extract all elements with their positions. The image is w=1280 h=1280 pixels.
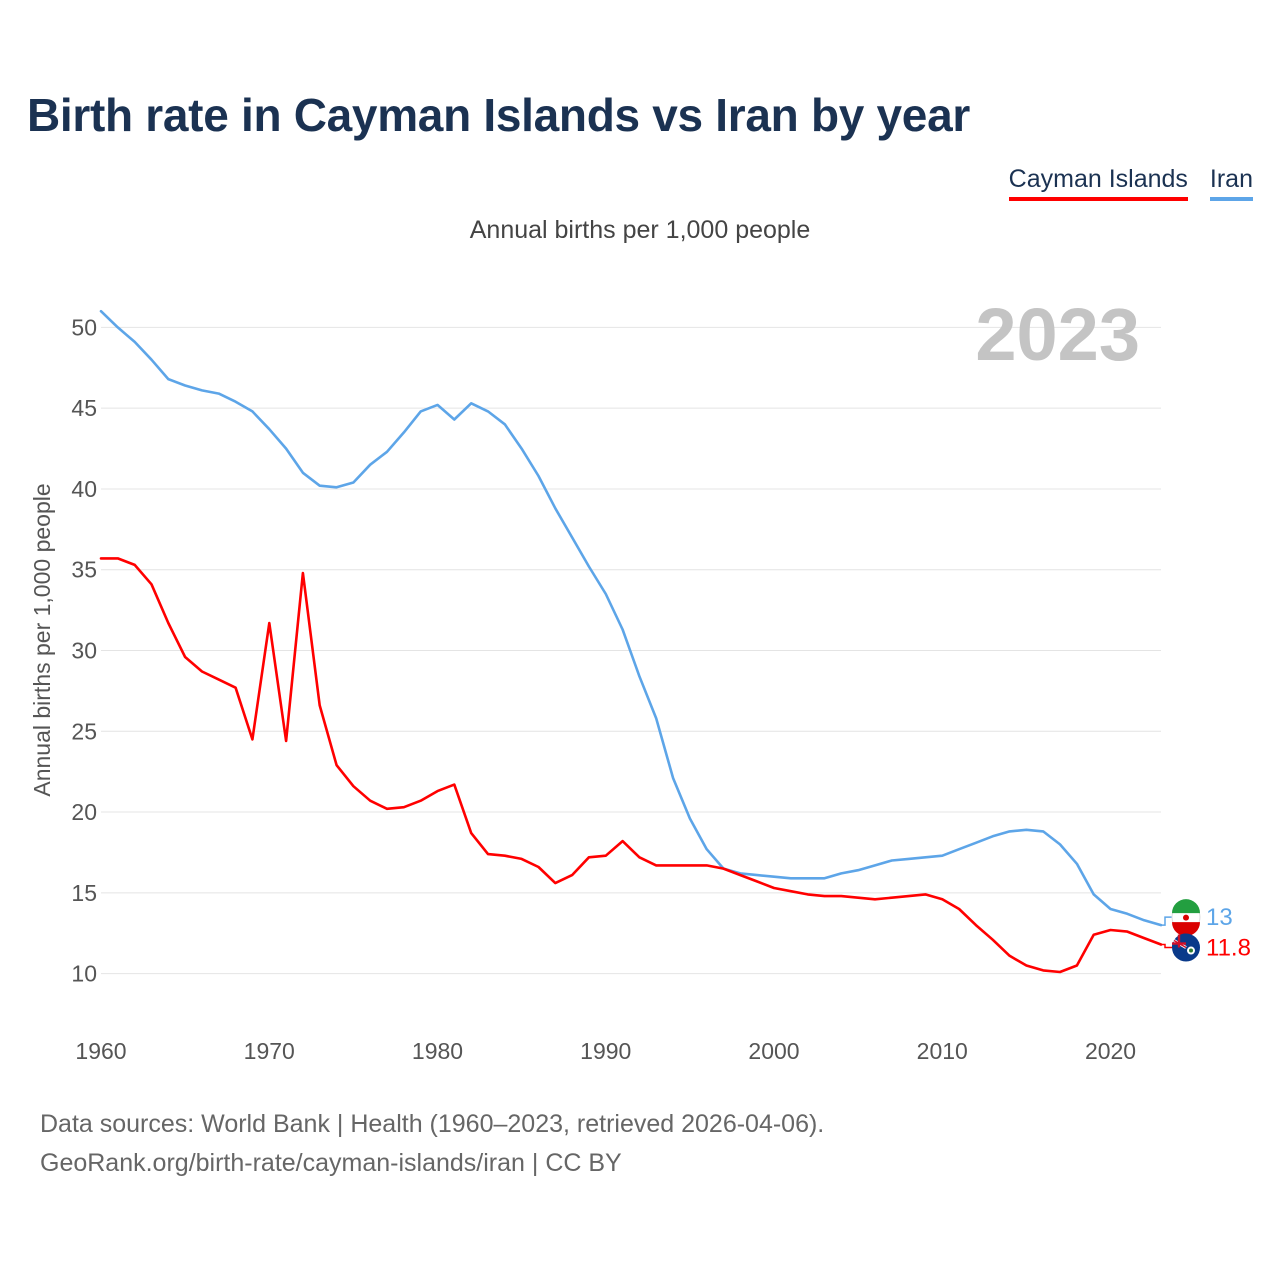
chart-subtitle: Annual births per 1,000 people (469, 216, 811, 244)
series-lines (99, 309, 1163, 974)
y-axis-label: Annual births per 1,000 people (29, 483, 55, 796)
legend-item-cayman-islands[interactable]: Cayman Islands (1008, 165, 1188, 201)
end-connector-iran (1161, 916, 1172, 926)
end-value-label-cayman-islands: 11.8 (1206, 935, 1251, 962)
y-tick-label-50: 50 (71, 314, 97, 340)
end-value-label-iran: 13 (1206, 904, 1233, 931)
flag-cayman-islands-icon (1172, 933, 1200, 962)
year-watermark: 2023 (975, 293, 1140, 376)
series-line-iran[interactable] (99, 309, 1163, 927)
y-tick-label-15: 15 (71, 880, 97, 906)
data-source: Data sources: World Bank | Health (1960–… (40, 1105, 824, 1183)
y-tick-label-45: 45 (71, 395, 97, 421)
y-tick-label-25: 25 (71, 718, 97, 744)
chart-title: Birth rate in Cayman Islands vs Iran by … (27, 89, 970, 141)
source-line-1: Data sources: World Bank | Health (1960–… (40, 1110, 825, 1138)
x-tick-label-1960: 1960 (75, 1038, 126, 1064)
legend: Cayman Islands Iran (1008, 165, 1253, 201)
x-tick-label-2010: 2010 (917, 1038, 968, 1064)
line-chart: 10 15 20 25 30 35 40 45 50 1960 1970 1980 1990 2000 2… (29, 293, 1251, 1064)
y-tick-label-10: 10 (71, 961, 97, 987)
x-tick-label-1970: 1970 (244, 1038, 295, 1064)
grid-lines (101, 326, 1161, 975)
series-line-cayman-islands[interactable] (99, 557, 1163, 974)
y-tick-label-40: 40 (71, 476, 97, 502)
x-tick-label-1980: 1980 (412, 1038, 463, 1064)
x-axis-ticks: 1960 1970 1980 1990 2000 2010 2020 (75, 1038, 1136, 1064)
y-tick-label-35: 35 (71, 557, 97, 583)
flag-iran-icon (1171, 899, 1201, 937)
x-tick-label-1990: 1990 (580, 1038, 631, 1064)
y-axis-ticks: 10 15 20 25 30 35 40 45 50 (71, 314, 97, 986)
end-connector-cayman-islands (1161, 943, 1172, 949)
x-tick-label-2000: 2000 (748, 1038, 799, 1064)
x-tick-label-2020: 2020 (1085, 1038, 1136, 1064)
legend-item-iran[interactable]: Iran (1209, 165, 1253, 201)
y-tick-label-30: 30 (71, 638, 97, 664)
source-line-2[interactable]: GeoRank.org/birth-rate/cayman-islands/ir… (40, 1149, 622, 1177)
series-end-markers: 13 11.8 (1161, 899, 1251, 962)
y-tick-label-20: 20 (71, 799, 97, 825)
